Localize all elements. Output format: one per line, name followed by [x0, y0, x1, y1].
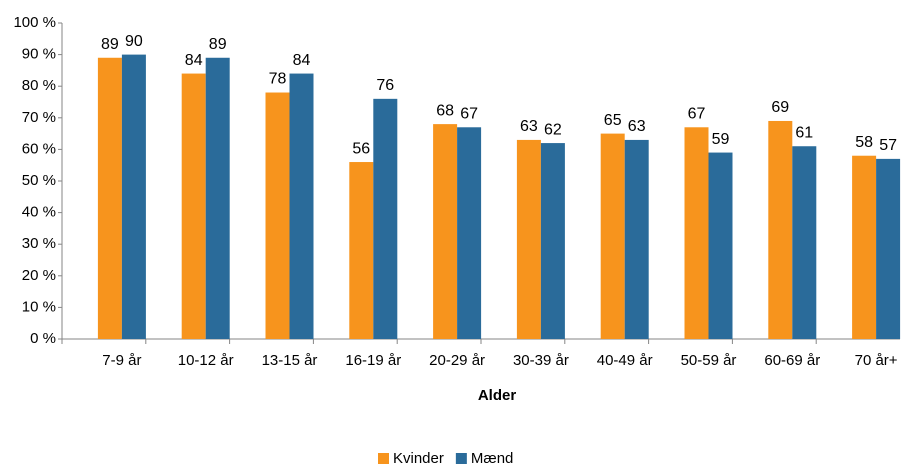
- x-axis-title: Alder: [478, 387, 517, 404]
- data-label: 76: [376, 77, 394, 94]
- bar: [624, 139, 649, 339]
- bar: [181, 73, 206, 339]
- data-label: 68: [436, 102, 454, 119]
- y-tick-label: 40 %: [22, 204, 56, 221]
- data-label: 62: [544, 121, 562, 138]
- y-tick-label: 20 %: [22, 267, 56, 284]
- bar: [540, 143, 565, 339]
- bar: [792, 146, 817, 339]
- data-label: 89: [101, 36, 119, 53]
- data-label: 65: [604, 112, 622, 129]
- bar: [852, 155, 877, 339]
- bar: [205, 57, 230, 339]
- data-label: 69: [771, 99, 789, 116]
- bar: [457, 127, 482, 339]
- y-tick-label: 10 %: [22, 298, 56, 315]
- bar: [121, 54, 146, 339]
- data-label: 89: [209, 36, 227, 53]
- x-tick-label: 20-29 år: [429, 352, 485, 369]
- bar: [349, 162, 374, 339]
- y-tick-label: 70 %: [22, 109, 56, 126]
- bar: [373, 98, 398, 339]
- bar: [708, 152, 733, 339]
- data-label: 63: [520, 118, 538, 135]
- data-label: 67: [688, 105, 706, 122]
- bar: [433, 124, 458, 340]
- y-tick-label: 90 %: [22, 46, 56, 63]
- bar: [265, 92, 290, 340]
- x-tick-label: 10-12 år: [178, 352, 234, 369]
- legend-swatch: [455, 453, 467, 464]
- bar: [600, 133, 625, 339]
- x-tick-label: 7-9 år: [102, 352, 141, 369]
- y-tick-label: 80 %: [22, 77, 56, 94]
- data-label: 56: [352, 140, 370, 157]
- data-label: 78: [269, 71, 287, 88]
- y-tick-label: 30 %: [22, 235, 56, 252]
- x-tick-label: 50-59 år: [681, 352, 737, 369]
- data-label: 59: [712, 131, 730, 148]
- bar: [516, 139, 541, 339]
- legend-label: Mænd: [471, 450, 514, 467]
- data-label: 63: [628, 118, 646, 135]
- x-tick-label: 13-15 år: [262, 352, 318, 369]
- y-tick-label: 50 %: [22, 172, 56, 189]
- data-label: 84: [293, 52, 311, 69]
- x-tick-label: 70 år+: [855, 352, 898, 369]
- data-label: 84: [185, 52, 203, 69]
- legend-label: Kvinder: [393, 450, 444, 467]
- x-tick-label: 40-49 år: [597, 352, 653, 369]
- y-tick-label: 0 %: [30, 330, 56, 347]
- bar: [684, 127, 709, 339]
- legend-swatch: [378, 453, 389, 464]
- bar: [876, 158, 901, 339]
- x-tick-label: 60-69 år: [764, 352, 820, 369]
- y-tick-label: 60 %: [22, 140, 56, 157]
- data-label: 90: [125, 33, 143, 50]
- data-label: 67: [460, 105, 478, 122]
- data-label: 58: [855, 134, 873, 151]
- data-label: 57: [879, 137, 897, 154]
- bar: [97, 57, 122, 339]
- x-tick-label: 16-19 år: [345, 352, 401, 369]
- x-tick-label: 30-39 år: [513, 352, 569, 369]
- data-label: 61: [795, 124, 813, 141]
- bar: [768, 120, 793, 340]
- bar: [289, 73, 314, 339]
- y-tick-label: 100 %: [13, 14, 56, 31]
